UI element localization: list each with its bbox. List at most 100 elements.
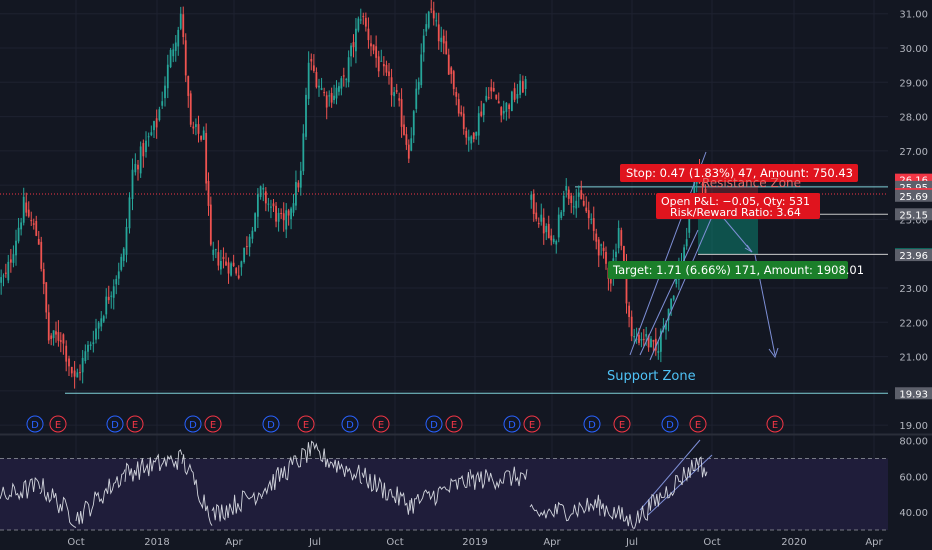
candle-body [530,194,533,200]
open-pl-label: Open P&L: −0.05, Qty: 531 [661,195,810,208]
price-badge[interactable]: 25.69 [895,189,932,203]
event-marker-earnings[interactable]: E [372,415,390,433]
event-marker-earnings[interactable]: E [126,415,144,433]
candle-body [297,182,300,188]
event-marker-earnings[interactable]: E [204,415,222,433]
candle-body [380,60,383,62]
candle-body [654,338,657,351]
rsi-tick-label: 40.00 [899,508,928,519]
event-marker-earnings[interactable]: E [523,415,541,433]
candle-body [688,211,691,233]
price-badge[interactable]: 25.15 [895,208,932,221]
event-label: E [695,420,701,431]
event-marker-earnings[interactable]: E [689,415,707,433]
event-circle [204,415,222,433]
candle-body [557,214,560,238]
event-marker-dividend[interactable]: D [425,415,443,433]
candle-body [195,124,197,127]
candle-body [62,334,65,344]
event-marker-dividend[interactable]: D [583,415,601,433]
candle-body [235,268,238,274]
candle-body [120,256,123,270]
candle-body [4,272,7,274]
event-circle [445,415,463,433]
candle-body [352,42,355,48]
stop-label-box[interactable] [620,164,858,182]
candle-body [545,226,548,233]
candle-body [513,88,516,100]
event-label: D [588,420,596,431]
event-marker-dividend[interactable]: D [184,415,202,433]
price-badge[interactable]: 23.96 [895,249,932,262]
event-circle [297,415,315,433]
candle-body [177,29,180,47]
time-tick-label: 2018 [144,537,169,548]
candle-body [430,8,433,10]
candle-body [107,296,110,301]
event-marker-dividend[interactable]: D [262,415,280,433]
candle-body [200,135,202,140]
event-marker-dividend[interactable]: D [661,415,679,433]
event-circle [126,415,144,433]
candle-body [237,275,240,279]
event-label: E [55,420,61,431]
event-label: D [430,420,438,431]
candle-body [214,249,217,251]
candle-body [240,261,243,268]
price-badge[interactable]: 19.93 [895,387,932,400]
candle-body [166,64,169,89]
event-marker-dividend[interactable]: D [106,415,124,433]
candle-body [264,191,267,204]
candle-body [435,20,438,22]
event-marker-dividend[interactable]: D [341,415,359,433]
open-pl-box[interactable] [656,193,820,219]
candle-body [400,99,403,127]
event-circle [262,415,280,433]
candle-body [609,277,612,284]
event-marker-dividend[interactable]: D [503,415,521,433]
candle-body [372,44,375,51]
event-circle [49,415,67,433]
candle-body [516,94,519,99]
candle-body [457,99,460,114]
candle-body [222,256,225,260]
target-label-box[interactable] [608,261,848,279]
event-marker-earnings[interactable]: E [49,415,67,433]
price-badge-label: 25.69 [899,192,928,203]
rsi-tick-label: 80.00 [899,437,928,448]
candle-body [342,75,345,77]
risk-reward-label: Risk/Reward Ratio: 3.64 [670,206,801,219]
candle-body [275,205,277,222]
candle-body [542,217,545,234]
candle-body [305,94,307,137]
event-marker-dividend[interactable]: D [26,415,44,433]
candle-body [412,111,415,136]
candle-body [333,95,335,101]
candle-body [145,140,147,153]
event-label: E [451,420,457,431]
candle-body [377,56,380,72]
event-marker-earnings[interactable]: E [297,415,315,433]
price-axis[interactable]: 19.0020.0021.0022.0023.0024.0025.0026.00… [895,10,932,519]
candle-body [150,132,153,136]
event-marker-earnings[interactable]: E [613,415,631,433]
candle-body [395,90,398,92]
candle-body [122,248,125,261]
candle-body [76,372,79,378]
candle-body [285,210,288,230]
candle-body [251,230,254,239]
rsi-series [261,442,311,498]
candle-body [182,14,185,38]
candle-body [370,43,372,47]
event-marker-earnings[interactable]: E [766,415,784,433]
candle-body [597,239,600,256]
event-marker-earnings[interactable]: E [445,415,463,433]
candle-body [442,35,445,44]
event-label: E [210,420,216,431]
event-circle [503,415,521,433]
time-axis[interactable]: Oct 2018 Apr Jul Oct 2019 Apr Jul Oct 2020 Apr [67,537,883,548]
candle-body [582,200,585,206]
candle-body [640,339,643,341]
